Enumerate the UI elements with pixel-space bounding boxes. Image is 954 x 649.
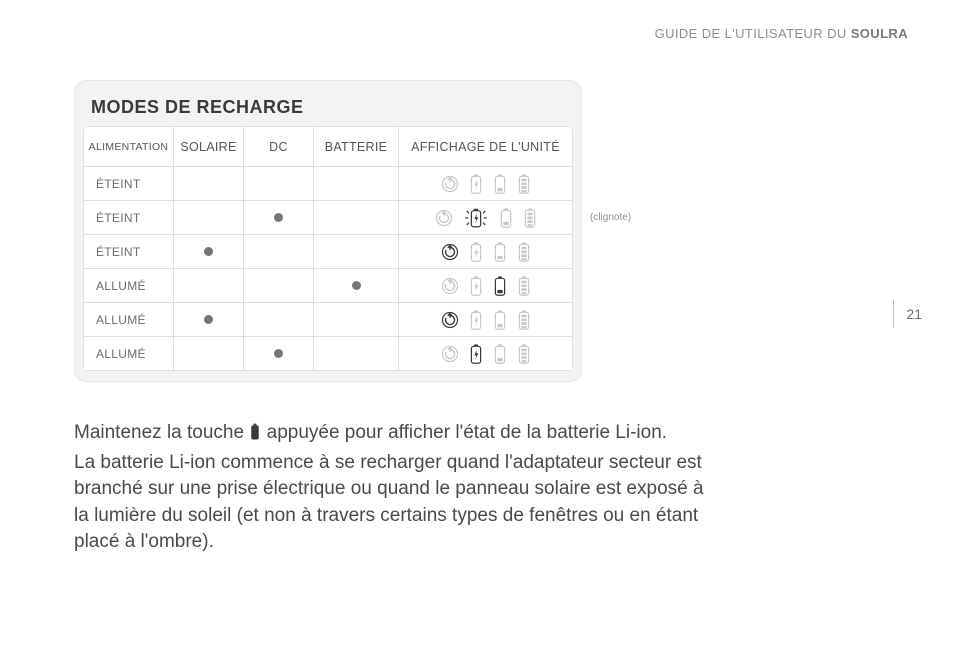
battery-key-icon [250,423,260,450]
battery-full-icon [517,276,531,296]
header-brand: SOULRA [851,26,908,41]
dc-cell [244,235,314,269]
col-solaire: SOLAIRE [174,127,244,167]
dot-icon [352,281,361,290]
battery-half-icon [493,344,507,364]
solaire-cell [174,167,244,201]
power-state-cell: ALLUMÉ [84,269,174,303]
recharge-modes-table: ALIMENTATION SOLAIRE DC BATTERIE AFFICHA… [83,126,573,371]
table-header-row: ALIMENTATION SOLAIRE DC BATTERIE AFFICHA… [84,127,573,167]
col-power: ALIMENTATION [84,127,174,167]
dc-cell [244,269,314,303]
batterie-cell [314,235,399,269]
unit-display-icons [399,235,572,268]
dc-cell [244,167,314,201]
row-note-clignote: (clignote) [590,212,631,223]
battery-full-icon [523,208,537,228]
col-batterie: BATTERIE [314,127,399,167]
solaire-cell [174,235,244,269]
manual-header: GUIDE DE L'UTILISATEUR DU SOULRA [655,26,908,41]
battery-full-icon [517,344,531,364]
dc-cell [244,201,314,235]
dot-icon [274,349,283,358]
charging-bolt-icon [469,310,483,330]
power-state-cell: ÉTEINT [84,201,174,235]
header-prefix: GUIDE DE L'UTILISATEUR DU [655,26,851,41]
body-text: Maintenez la touche appuyée pour affiche… [74,420,714,556]
power-state-cell: ÉTEINT [84,235,174,269]
display-cell [399,269,573,303]
table-row: ÉTEINT [84,201,573,235]
table-row: ALLUMÉ [84,269,573,303]
power-cycle-icon [441,277,459,295]
solaire-cell [174,201,244,235]
table-row: ALLUMÉ [84,303,573,337]
battery-half-icon [493,174,507,194]
charging-bolt-icon [469,242,483,262]
display-cell [399,235,573,269]
battery-half-icon [499,208,513,228]
body-rest: La batterie Li-ion commence à se recharg… [74,452,704,553]
battery-half-icon [493,310,507,330]
panel-title: MODES DE RECHARGE [75,85,581,124]
dot-icon [274,213,283,222]
dot-icon [204,315,213,324]
batterie-cell [314,337,399,371]
charging-bolt-icon [469,276,483,296]
charging-bolt-icon [469,344,483,364]
table-row: ÉTEINT [84,235,573,269]
solaire-cell [174,269,244,303]
unit-display-icons [399,303,572,336]
power-cycle-icon [441,345,459,363]
power-cycle-icon [441,311,459,329]
dc-cell [244,337,314,371]
display-cell [399,167,573,201]
power-state-cell: ÉTEINT [84,167,174,201]
unit-display-icons [399,201,572,234]
col-display: AFFICHAGE DE L'UNITÉ [399,127,573,167]
unit-display-icons [399,269,572,302]
dc-cell [244,303,314,337]
batterie-cell [314,303,399,337]
display-cell [399,303,573,337]
batterie-cell [314,269,399,303]
power-state-cell: ALLUMÉ [84,303,174,337]
battery-half-icon [493,242,507,262]
batterie-cell [314,201,399,235]
body-line1-pre: Maintenez la touche [74,422,249,443]
recharge-modes-panel: MODES DE RECHARGE ALIMENTATION SOLAIRE D… [74,80,582,382]
battery-full-icon [517,174,531,194]
body-line1-post: appuyée pour afficher l'état de la batte… [261,422,667,443]
power-state-cell: ALLUMÉ [84,337,174,371]
dot-icon [204,247,213,256]
battery-full-icon [517,310,531,330]
solaire-cell [174,303,244,337]
col-dc: DC [244,127,314,167]
solaire-cell [174,337,244,371]
power-cycle-icon [441,175,459,193]
power-cycle-icon [435,209,453,227]
unit-display-icons [399,337,572,370]
batterie-cell [314,167,399,201]
power-cycle-icon [441,243,459,261]
battery-full-icon [517,242,531,262]
charging-bolt-blink-icon [463,208,489,228]
display-cell [399,337,573,371]
battery-half-icon [493,276,507,296]
unit-display-icons [399,167,572,200]
charging-bolt-icon [469,174,483,194]
display-cell [399,201,573,235]
table-row: ÉTEINT [84,167,573,201]
table-row: ALLUMÉ [84,337,573,371]
page-number: 21 [893,300,922,328]
